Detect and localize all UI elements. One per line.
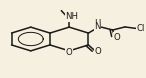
Text: O: O (113, 33, 120, 42)
Text: NH: NH (66, 12, 79, 21)
Text: H: H (94, 19, 101, 28)
Text: O: O (66, 48, 73, 57)
Text: N: N (94, 22, 101, 31)
Text: O: O (95, 47, 101, 56)
Text: Cl: Cl (136, 24, 145, 33)
